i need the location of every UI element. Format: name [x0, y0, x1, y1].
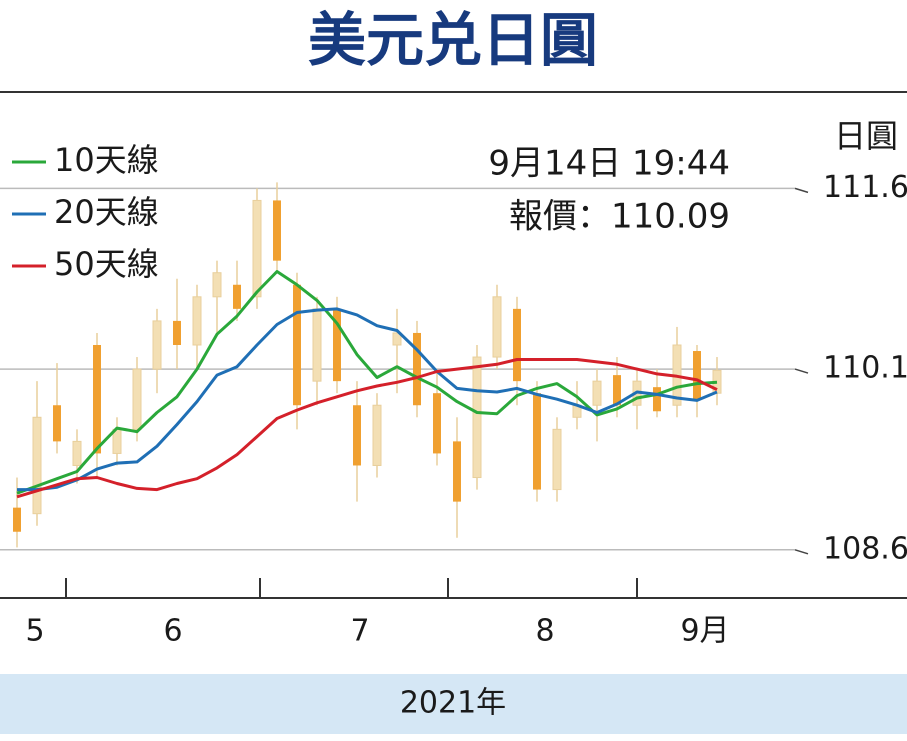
y-tick-label: 108.6	[823, 531, 907, 566]
candle-body	[72, 440, 82, 466]
legend-label: 20天線	[54, 193, 159, 231]
x-tick-label: 8	[535, 614, 554, 649]
candle-body	[93, 345, 101, 454]
candle-body	[433, 393, 441, 454]
candle-body	[132, 368, 142, 430]
candle-body	[152, 320, 162, 370]
chart-title: 美元兑日圓	[308, 6, 598, 74]
candle-body	[273, 200, 281, 261]
y-tick-label: 110.1	[823, 351, 907, 386]
candle-body	[192, 296, 202, 346]
candle-body	[212, 272, 222, 298]
candle-body	[32, 416, 42, 515]
candle-body	[552, 428, 562, 491]
ma-line	[17, 307, 718, 492]
x-axis-title: 2021年	[400, 686, 506, 721]
footer-band	[0, 674, 907, 734]
annotation: 報價：110.09	[509, 197, 730, 237]
candle-body	[333, 308, 341, 382]
candle-body	[613, 375, 621, 406]
candle-body	[592, 380, 602, 406]
y-axis-title: 日圓	[834, 117, 898, 155]
candle-body	[413, 332, 421, 406]
x-tick-label: 7	[350, 614, 369, 649]
x-tick-label: 9月	[680, 614, 729, 649]
candle-body	[173, 320, 181, 345]
x-tick-label: 6	[163, 614, 182, 649]
candle-body	[312, 308, 322, 382]
y-tick-label: 111.6	[823, 170, 907, 205]
y-tick	[794, 187, 809, 194]
candle-body	[472, 356, 482, 479]
candle-body	[252, 199, 262, 298]
legend-label: 50天線	[54, 245, 159, 283]
candle-body	[353, 405, 361, 466]
y-tick	[794, 368, 809, 374]
candle-body	[453, 441, 461, 502]
annotation: 9月14日 19:44	[488, 144, 730, 184]
candle-body	[13, 507, 21, 532]
ma-line	[16, 358, 718, 499]
x-tick-label: 5	[25, 614, 44, 649]
candle-body	[533, 393, 541, 490]
candle-body	[392, 332, 402, 346]
candle-body	[233, 284, 241, 309]
candle-body	[372, 404, 382, 466]
candle-body	[513, 308, 521, 382]
candle-body	[492, 296, 502, 358]
candle-body	[653, 387, 661, 412]
candle-body	[53, 405, 61, 442]
ma-line	[16, 270, 718, 495]
legend-label: 10天線	[54, 141, 159, 179]
y-tick	[794, 549, 809, 555]
candle-body	[293, 284, 301, 406]
candle-body	[693, 351, 701, 400]
